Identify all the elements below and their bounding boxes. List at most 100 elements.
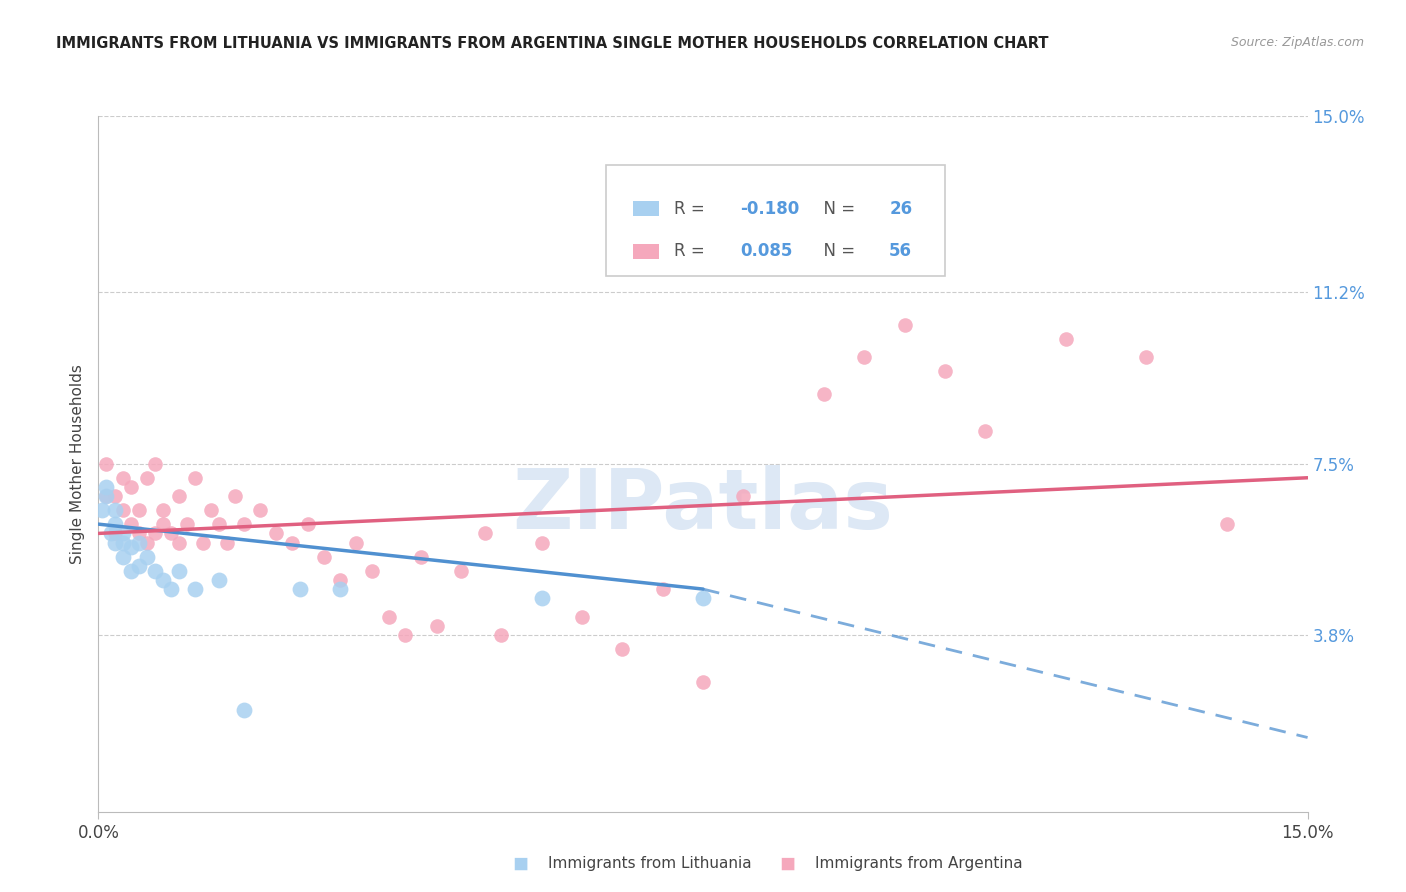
Point: [120, 564, 142, 578]
Point: [111, 503, 134, 517]
Text: 26: 26: [889, 200, 912, 218]
Point: [120, 480, 142, 494]
Point: [111, 526, 134, 541]
Point: [200, 503, 222, 517]
Point: [152, 517, 174, 532]
Point: [249, 503, 271, 517]
Point: [128, 558, 150, 573]
Point: [232, 517, 254, 532]
Text: Immigrants from Argentina: Immigrants from Argentina: [815, 856, 1024, 871]
Point: [232, 703, 254, 717]
Point: [491, 628, 513, 642]
Point: [1135, 350, 1157, 364]
Point: [103, 535, 125, 549]
Point: [103, 526, 125, 541]
Point: [217, 535, 239, 549]
Point: [409, 549, 432, 564]
Point: [128, 526, 150, 541]
FancyBboxPatch shape: [633, 244, 659, 260]
Point: [143, 564, 166, 578]
Point: [974, 425, 997, 439]
Text: R =: R =: [673, 243, 710, 260]
Point: [208, 517, 231, 532]
Point: [167, 564, 190, 578]
Point: [264, 526, 287, 541]
Point: [143, 526, 166, 541]
Text: Immigrants from Lithuania: Immigrants from Lithuania: [548, 856, 752, 871]
Text: IMMIGRANTS FROM LITHUANIA VS IMMIGRANTS FROM ARGENTINA SINGLE MOTHER HOUSEHOLDS : IMMIGRANTS FROM LITHUANIA VS IMMIGRANTS …: [56, 36, 1049, 51]
Point: [651, 582, 673, 596]
Point: [100, 526, 122, 541]
Point: [361, 564, 384, 578]
Point: [96, 480, 118, 494]
Text: 56: 56: [889, 243, 912, 260]
Point: [394, 628, 416, 642]
Point: [103, 489, 125, 503]
Text: ◼: ◼: [779, 854, 796, 873]
Point: [893, 318, 915, 332]
Text: ZIPatlas: ZIPatlas: [513, 465, 893, 546]
Point: [135, 535, 157, 549]
Point: [135, 471, 157, 485]
Point: [135, 549, 157, 564]
Point: [224, 489, 246, 503]
Point: [692, 591, 714, 606]
Point: [103, 517, 125, 532]
Point: [111, 549, 134, 564]
Point: [297, 517, 319, 532]
Point: [111, 471, 134, 485]
Point: [530, 535, 553, 549]
Point: [184, 471, 207, 485]
Point: [329, 573, 352, 587]
Point: [160, 582, 183, 596]
Point: [91, 503, 114, 517]
Point: [426, 619, 449, 633]
FancyBboxPatch shape: [606, 165, 945, 276]
Point: [120, 517, 142, 532]
Text: Source: ZipAtlas.com: Source: ZipAtlas.com: [1230, 36, 1364, 49]
Point: [934, 364, 956, 378]
Y-axis label: Single Mother Households: Single Mother Households: [70, 364, 86, 564]
Point: [96, 457, 118, 471]
Point: [571, 610, 593, 624]
Point: [530, 591, 553, 606]
Point: [167, 489, 190, 503]
Point: [176, 517, 198, 532]
Point: [152, 503, 174, 517]
Text: ◼: ◼: [512, 854, 529, 873]
Text: N =: N =: [813, 243, 860, 260]
Text: -0.180: -0.180: [741, 200, 800, 218]
Point: [450, 564, 472, 578]
Point: [1054, 332, 1077, 346]
Point: [96, 489, 118, 503]
Point: [733, 489, 755, 503]
Point: [692, 674, 714, 689]
Text: R =: R =: [673, 200, 710, 218]
Point: [208, 573, 231, 587]
Point: [377, 610, 399, 624]
Point: [167, 535, 190, 549]
Point: [314, 549, 336, 564]
Point: [128, 503, 150, 517]
FancyBboxPatch shape: [633, 201, 659, 216]
Point: [184, 582, 207, 596]
Point: [1216, 517, 1239, 532]
Point: [143, 457, 166, 471]
Point: [853, 350, 876, 364]
Point: [612, 642, 634, 657]
Point: [103, 503, 125, 517]
Point: [160, 526, 183, 541]
Point: [329, 582, 352, 596]
Point: [474, 526, 496, 541]
Text: N =: N =: [813, 200, 860, 218]
Point: [288, 582, 311, 596]
Point: [344, 535, 367, 549]
Point: [813, 387, 835, 401]
Point: [120, 541, 142, 555]
Point: [128, 535, 150, 549]
Point: [152, 573, 174, 587]
Text: 0.085: 0.085: [741, 243, 793, 260]
Point: [281, 535, 304, 549]
Point: [111, 535, 134, 549]
Point: [193, 535, 215, 549]
